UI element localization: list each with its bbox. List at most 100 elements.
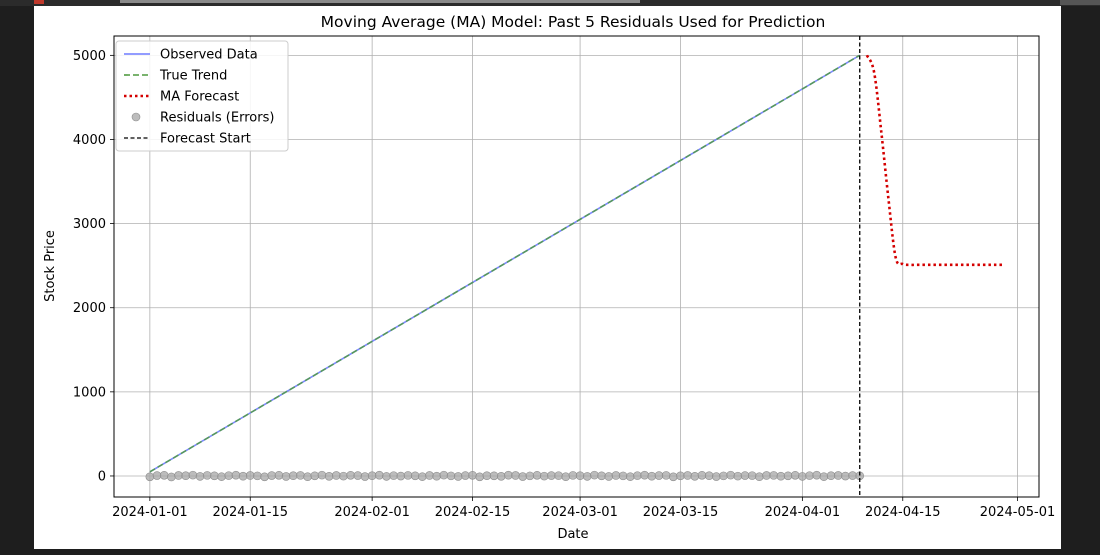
residual-point — [661, 471, 671, 480]
residual-point — [733, 471, 743, 481]
residual-point — [152, 471, 162, 480]
residual-point — [819, 472, 829, 481]
legend-residuals-swatch — [131, 112, 141, 122]
x-tick-label: 2024-04-01 — [765, 505, 841, 520]
residual-point — [790, 470, 800, 480]
residual-point — [518, 472, 528, 481]
residual-point — [590, 470, 599, 480]
residual-point — [532, 470, 542, 480]
residual-point — [159, 470, 169, 480]
residual-point — [231, 470, 241, 480]
residual-point — [640, 470, 649, 480]
residual-point — [747, 471, 757, 480]
residual-point — [647, 471, 657, 481]
residual-point — [288, 471, 298, 481]
figure-canvas: Moving Average (MA) Model: Past 5 Residu… — [34, 6, 1061, 549]
residual-point — [310, 471, 320, 481]
residual-point — [489, 471, 499, 481]
residual-point — [525, 471, 535, 481]
residual-point — [396, 471, 406, 481]
residual-point — [547, 471, 556, 480]
residual-point — [174, 471, 183, 480]
window-title-stub — [120, 0, 640, 3]
residual-point — [446, 471, 456, 481]
residual-point — [496, 472, 506, 481]
y-tick-label: 2000 — [73, 301, 106, 316]
legend: Observed Data True Trend MA Forecast Residu… — [115, 40, 289, 152]
residual-point — [224, 471, 234, 480]
legend-observed-label: Observed Data — [160, 48, 258, 63]
residual-point — [339, 471, 348, 481]
residual-point — [210, 471, 219, 481]
residual-point — [353, 471, 363, 480]
residual-point — [360, 472, 370, 481]
residual-point — [755, 472, 764, 482]
residual-point — [253, 471, 262, 481]
y-tick-label: 5000 — [73, 49, 106, 64]
y-axis-label: Stock Price — [43, 230, 58, 302]
residual-point — [281, 472, 291, 481]
y-tick-label: 1000 — [73, 385, 106, 400]
y-tick-label: 3000 — [73, 217, 106, 232]
residual-point — [145, 472, 155, 482]
residual-point — [654, 471, 664, 480]
x-tick-label: 2024-03-15 — [643, 505, 719, 520]
residual-point — [690, 472, 700, 481]
true-trend-line — [149, 54, 861, 473]
legend-residuals-label: Residuals (Errors) — [160, 111, 274, 126]
residual-point — [202, 471, 212, 480]
residual-point — [432, 471, 441, 481]
legend-forecast-start-label: Forecast Start — [160, 132, 251, 147]
residual-point — [195, 472, 205, 481]
legend-true-trend-label: True Trend — [159, 69, 227, 84]
residual-point — [367, 471, 377, 481]
x-tick-label: 2024-04-15 — [865, 505, 941, 520]
x-tick-label: 2024-03-01 — [542, 505, 618, 520]
residual-point — [568, 471, 578, 480]
residual-point — [317, 470, 327, 480]
residual-point — [410, 471, 420, 481]
residual-point — [618, 471, 628, 481]
residual-point — [382, 472, 391, 481]
x-axis-label: Date — [557, 527, 588, 542]
residual-point — [475, 472, 484, 482]
x-tick-label: 2024-05-01 — [980, 505, 1056, 520]
residual-point — [245, 471, 255, 480]
residual-point — [676, 471, 685, 481]
window-top-bar — [0, 0, 1100, 6]
x-tick-label: 2024-02-01 — [334, 505, 410, 520]
residual-point — [303, 472, 312, 482]
residual-point — [740, 471, 750, 480]
axis-ticks: 2024-01-01 2024-01-15 2024-02-01 2024-02-15… — [73, 49, 1055, 520]
residual-point — [783, 471, 793, 481]
residual-point — [274, 470, 284, 480]
residual-point — [403, 471, 413, 480]
chart-svg: Moving Average (MA) Model: Past 5 Residu… — [43, 13, 1055, 542]
residual-point — [726, 470, 735, 480]
x-tick-label: 2024-02-15 — [435, 505, 511, 520]
residual-point — [561, 472, 571, 482]
residual-point — [712, 472, 721, 481]
residual-point — [167, 472, 176, 482]
residual-point — [848, 471, 857, 480]
x-tick-label: 2024-01-01 — [112, 505, 188, 520]
residual-point — [776, 471, 786, 481]
residual-point — [188, 470, 198, 480]
residual-point — [582, 472, 592, 481]
residual-point — [704, 471, 714, 481]
window-controls-stub — [1060, 0, 1100, 5]
residual-point — [389, 471, 398, 480]
residual-point — [554, 471, 563, 480]
residual-point — [439, 470, 449, 480]
residual-point — [611, 471, 621, 480]
residual-point — [697, 470, 707, 480]
residual-point — [468, 470, 477, 480]
chart-title: Moving Average (MA) Model: Past 5 Residu… — [321, 13, 826, 31]
residual-point — [719, 471, 728, 481]
app-accent-mark — [34, 0, 44, 4]
residual-point — [375, 470, 384, 480]
residual-point — [669, 472, 678, 482]
residual-point — [833, 471, 843, 480]
residual-point — [260, 472, 269, 482]
residual-point — [762, 471, 771, 480]
